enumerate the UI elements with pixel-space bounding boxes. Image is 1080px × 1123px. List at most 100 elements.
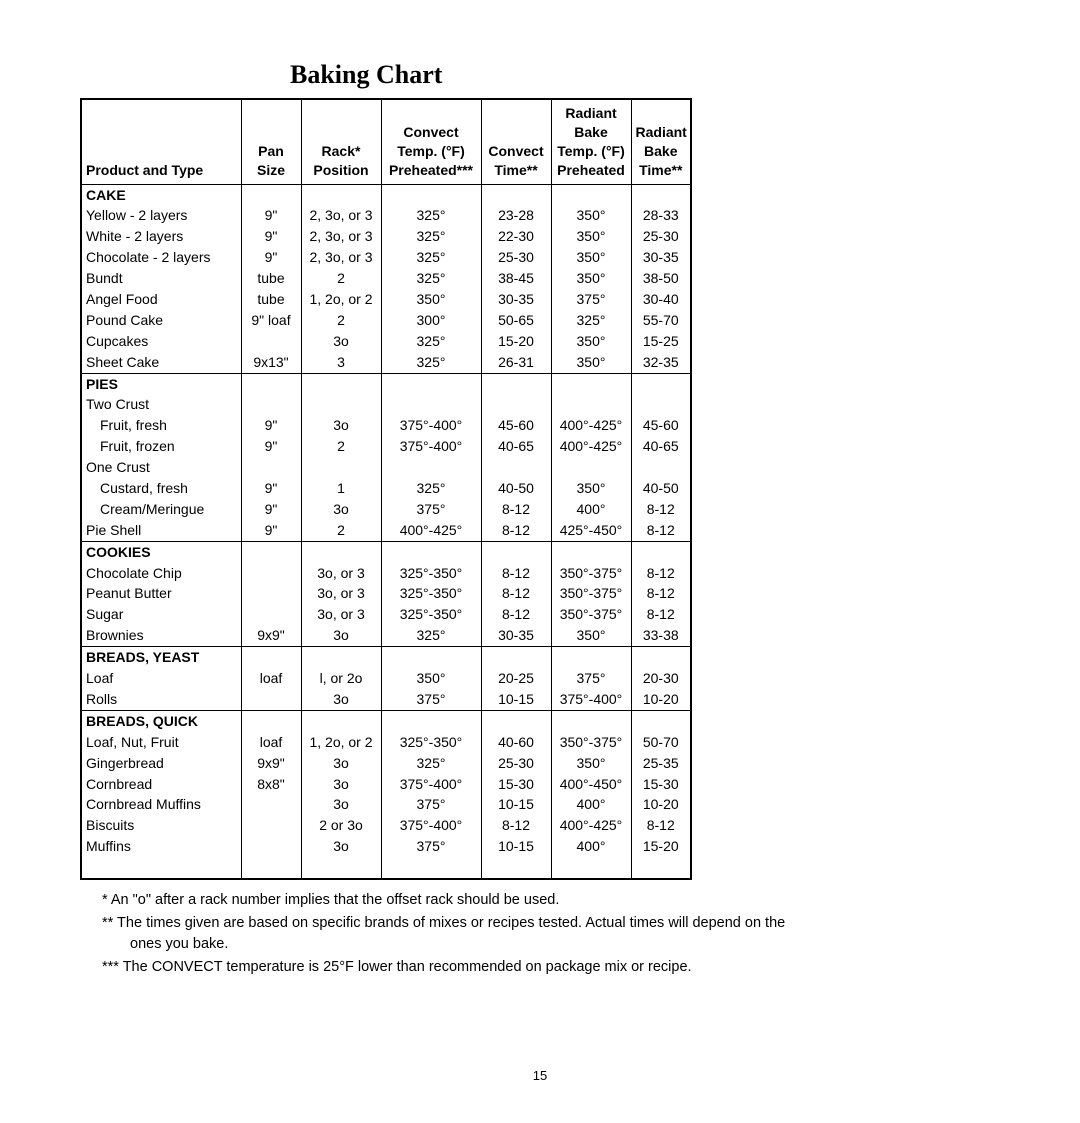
table-header: Product and Type Pan Size Rack* Position… [81,99,691,184]
data-cell: 425°-450° [551,520,631,541]
row-label-cell: Brownies [81,625,241,646]
data-cell [551,647,631,668]
data-cell: 50-70 [631,732,691,753]
data-cell: 20-25 [481,668,551,689]
data-cell: 8-12 [481,520,551,541]
data-cell [631,710,691,731]
data-cell: 8-12 [631,520,691,541]
data-cell [381,457,481,478]
data-cell: 2, 3o, or 3 [301,205,381,226]
data-cell: 350° [381,289,481,310]
data-cell: 40-65 [631,436,691,457]
data-cell: 15-25 [631,331,691,352]
data-cell: 400°-425° [381,520,481,541]
data-cell: 15-20 [631,836,691,857]
data-cell: 375° [381,689,481,710]
row-label-cell: Gingerbread [81,753,241,774]
data-cell: 10-15 [481,794,551,815]
data-cell [241,541,301,562]
data-cell [301,394,381,415]
data-cell: 325° [381,352,481,373]
data-cell: 8-12 [631,583,691,604]
data-cell [551,373,631,394]
table-row: Brownies9x9"3o325°30-35350°33-38 [81,625,691,646]
data-cell: 10-15 [481,836,551,857]
data-cell: 325° [381,478,481,499]
row-label-cell: Chocolate Chip [81,563,241,584]
row-label-cell: Loaf, Nut, Fruit [81,732,241,753]
data-cell: 350° [551,268,631,289]
table-row: Custard, fresh9"1325°40-50350°40-50 [81,478,691,499]
table-row: Pound Cake9" loaf2300°50-65325°55-70 [81,310,691,331]
data-cell: 38-50 [631,268,691,289]
data-cell: 9x9" [241,753,301,774]
page-title: Baking Chart [290,60,1020,90]
table-row [81,857,691,879]
page-number: 15 [60,1068,1020,1083]
data-cell: 350° [551,753,631,774]
row-label-cell: Angel Food [81,289,241,310]
data-cell: 25-30 [481,247,551,268]
data-cell [381,541,481,562]
table-row: Loaf, Nut, Fruitloaf1, 2o, or 2325°-350°… [81,732,691,753]
footnotes: * An "o" after a rack number implies tha… [90,890,820,978]
data-cell: 30-40 [631,289,691,310]
data-cell: 325° [551,310,631,331]
data-cell: 9" [241,205,301,226]
data-cell [631,457,691,478]
baking-chart-table: Product and Type Pan Size Rack* Position… [80,98,692,880]
data-cell: 8-12 [481,563,551,584]
row-label-cell: Cornbread Muffins [81,794,241,815]
row-label-cell: BREADS, QUICK [81,710,241,731]
data-cell: 2 [301,520,381,541]
data-cell: 3o [301,689,381,710]
data-cell: 375°-400° [381,436,481,457]
table-row: Cream/Meringue9"3o375°8-12400°8-12 [81,499,691,520]
data-cell [241,457,301,478]
data-cell [551,457,631,478]
data-cell: 2 [301,436,381,457]
data-cell: 375° [381,836,481,857]
data-cell: 3 [301,352,381,373]
data-cell: 3o, or 3 [301,604,381,625]
table-row: Pie Shell9"2400°-425°8-12425°-450°8-12 [81,520,691,541]
data-cell: 25-30 [631,226,691,247]
table-row: Sugar3o, or 3325°-350°8-12350°-375°8-12 [81,604,691,625]
data-cell: 300° [381,310,481,331]
data-cell: 9" [241,247,301,268]
data-cell [551,857,631,879]
data-cell: 9x9" [241,625,301,646]
data-cell [241,836,301,857]
section-header-row: CAKE [81,184,691,205]
data-cell [241,394,301,415]
data-cell: 10-20 [631,689,691,710]
data-cell: 375°-400° [381,774,481,795]
data-cell: 10-15 [481,689,551,710]
table-row: Two Crust [81,394,691,415]
col-rad-temp: Radiant Bake Temp. (°F) Preheated [551,99,631,184]
data-cell: 375°-400° [381,815,481,836]
data-cell: 400°-425° [551,815,631,836]
data-cell [381,184,481,205]
row-label-cell: Peanut Butter [81,583,241,604]
row-label-cell: Custard, fresh [81,478,241,499]
data-cell: 325°-350° [381,604,481,625]
data-cell: 3o [301,774,381,795]
row-label-cell: Yellow - 2 layers [81,205,241,226]
table-row: Chocolate Chip3o, or 3325°-350°8-12350°-… [81,563,691,584]
data-cell [241,794,301,815]
data-cell: 325° [381,268,481,289]
row-label-cell: Sugar [81,604,241,625]
col-conv-temp: Convect Temp. (°F) Preheated*** [381,99,481,184]
data-cell: 15-30 [631,774,691,795]
row-label-cell: Biscuits [81,815,241,836]
data-cell [481,710,551,731]
data-cell [301,647,381,668]
data-cell: 26-31 [481,352,551,373]
data-cell: 3o, or 3 [301,583,381,604]
data-cell [631,373,691,394]
data-cell: 8-12 [481,583,551,604]
data-cell: 3o [301,794,381,815]
data-cell: 3o [301,415,381,436]
data-cell: 350° [551,625,631,646]
